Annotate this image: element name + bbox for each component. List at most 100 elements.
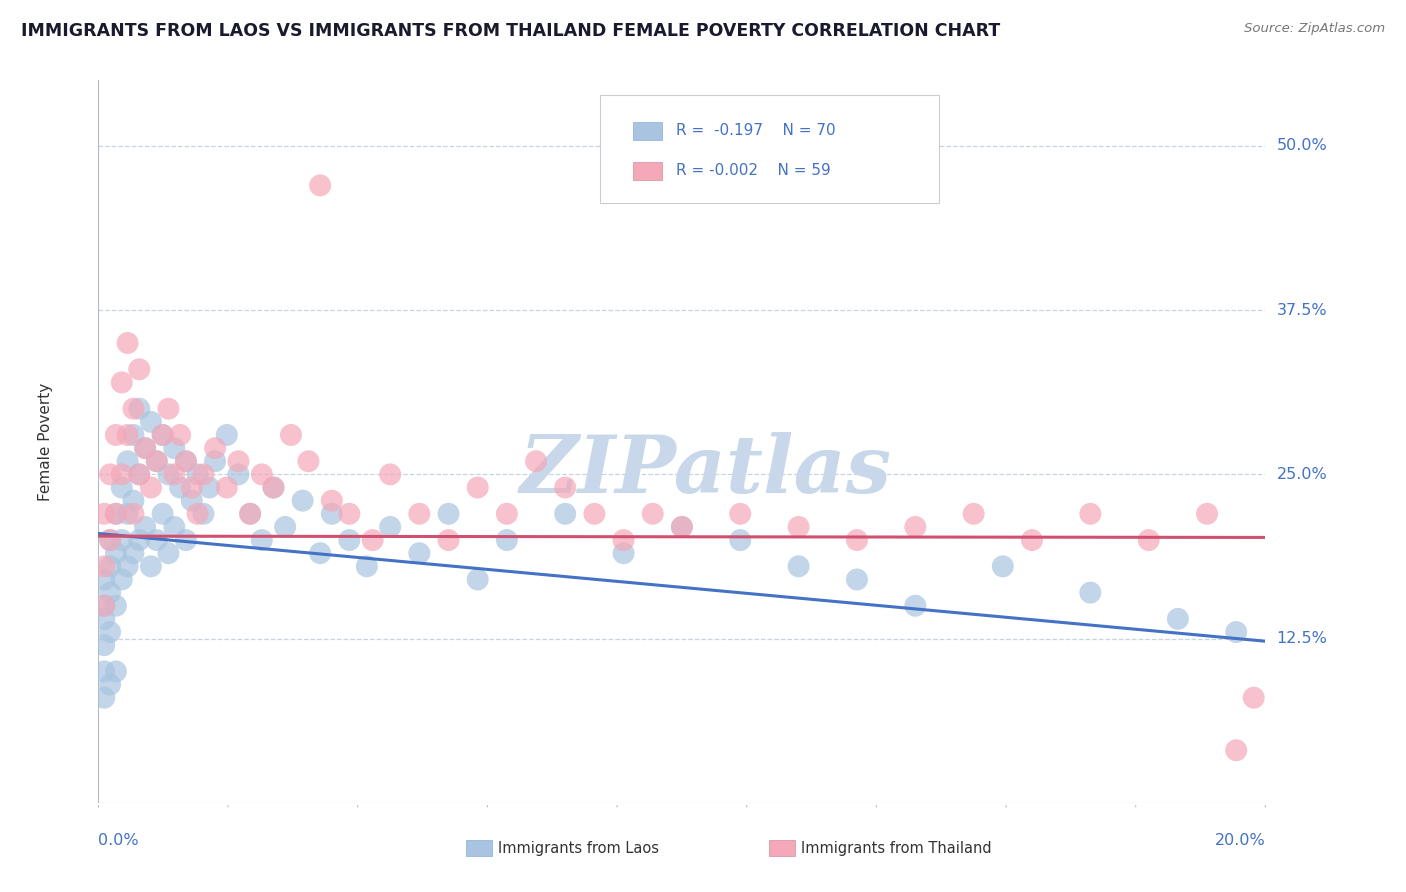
Point [239, 507, 262, 521]
Point [122, 493, 145, 508]
Point [193, 467, 215, 482]
Point [408, 546, 430, 560]
Point [524, 454, 547, 468]
Point [104, 546, 127, 560]
Point [380, 467, 402, 482]
Point [356, 559, 378, 574]
Point [163, 467, 186, 482]
Point [180, 493, 202, 508]
Point [104, 599, 127, 613]
Point [297, 454, 319, 468]
Point [1080, 507, 1102, 521]
FancyBboxPatch shape [633, 122, 662, 140]
Point [228, 454, 250, 468]
Text: Immigrants from Laos: Immigrants from Laos [498, 841, 658, 855]
Point [671, 520, 693, 534]
Point [250, 467, 273, 482]
Point [146, 454, 169, 468]
Point [139, 559, 162, 574]
Text: R =  -0.197    N = 70: R = -0.197 N = 70 [676, 123, 835, 138]
Point [204, 454, 226, 468]
Point [554, 507, 576, 521]
Point [309, 178, 332, 193]
Point [239, 507, 262, 521]
Point [98, 533, 121, 547]
Point [228, 467, 250, 482]
Point [180, 481, 202, 495]
Point [93, 612, 115, 626]
Point [117, 428, 139, 442]
Point [163, 441, 186, 455]
Point [111, 573, 134, 587]
Point [787, 559, 810, 574]
Text: 25.0%: 25.0% [1277, 467, 1327, 482]
Point [104, 428, 127, 442]
Point [380, 520, 402, 534]
Point [93, 690, 115, 705]
Point [1195, 507, 1218, 521]
Point [128, 362, 150, 376]
Point [146, 454, 169, 468]
Point [98, 585, 121, 599]
Point [169, 428, 191, 442]
Point [104, 507, 127, 521]
FancyBboxPatch shape [600, 95, 939, 203]
Point [730, 507, 752, 521]
Text: 37.5%: 37.5% [1277, 302, 1327, 318]
Point [361, 533, 384, 547]
Point [104, 507, 127, 521]
Point [117, 507, 139, 521]
Point [122, 428, 145, 442]
Point [583, 507, 606, 521]
Point [437, 507, 460, 521]
Point [93, 573, 115, 587]
Point [117, 454, 139, 468]
Point [321, 507, 343, 521]
Point [152, 507, 174, 521]
Point [274, 520, 297, 534]
Point [467, 481, 489, 495]
Point [98, 559, 121, 574]
Point [193, 507, 215, 521]
Point [1137, 533, 1160, 547]
FancyBboxPatch shape [769, 840, 796, 856]
Point [169, 481, 191, 495]
Point [846, 573, 869, 587]
Point [1225, 743, 1247, 757]
Point [93, 559, 115, 574]
Point [291, 493, 314, 508]
Point [111, 376, 134, 390]
Point [962, 507, 984, 521]
Point [1080, 585, 1102, 599]
Point [122, 401, 145, 416]
Point [134, 441, 156, 455]
Point [146, 533, 169, 547]
Point [904, 520, 927, 534]
Text: 12.5%: 12.5% [1277, 632, 1327, 646]
Text: ZIPatlas: ZIPatlas [519, 432, 891, 509]
Point [128, 467, 150, 482]
Point [104, 665, 127, 679]
Point [157, 546, 180, 560]
Point [1021, 533, 1043, 547]
Point [787, 520, 810, 534]
Point [262, 481, 284, 495]
Point [641, 507, 664, 521]
Point [152, 428, 174, 442]
Point [117, 336, 139, 351]
Point [117, 559, 139, 574]
Point [128, 467, 150, 482]
Point [157, 467, 180, 482]
Point [174, 533, 197, 547]
Point [111, 533, 134, 547]
Point [152, 428, 174, 442]
Point [671, 520, 693, 534]
Point [1225, 625, 1247, 640]
Point [612, 546, 634, 560]
Text: R = -0.002    N = 59: R = -0.002 N = 59 [676, 163, 831, 178]
Point [496, 533, 519, 547]
Point [1167, 612, 1189, 626]
Point [174, 454, 197, 468]
Point [321, 493, 343, 508]
Point [204, 441, 226, 455]
